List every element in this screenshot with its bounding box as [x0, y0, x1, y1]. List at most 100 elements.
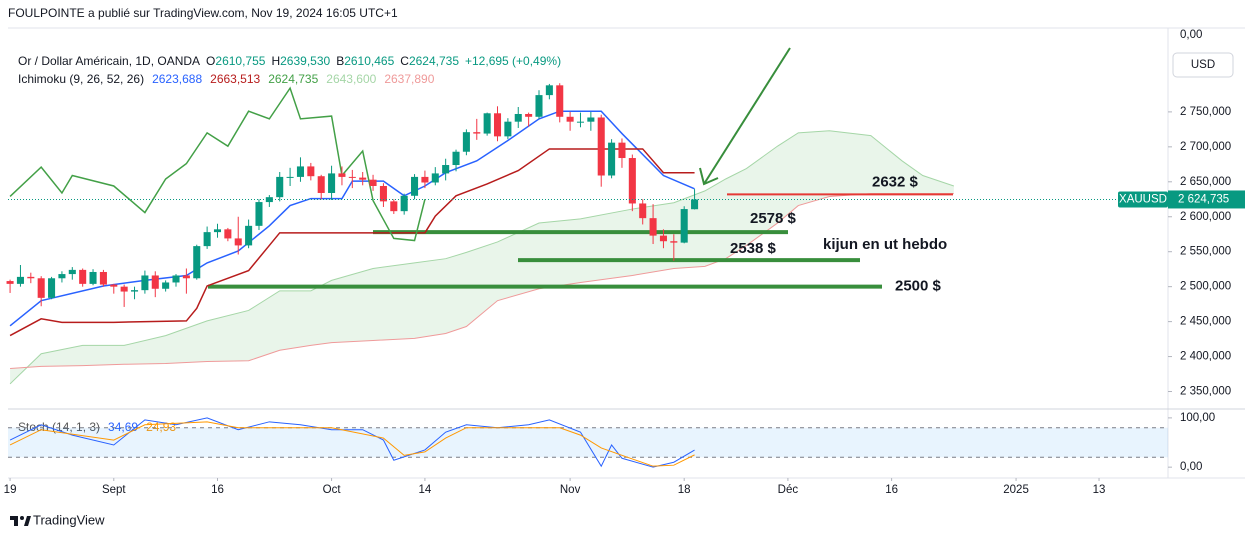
symbol-tag	[1118, 191, 1168, 208]
annotation: kijun en ut hebdo	[823, 236, 947, 253]
candle-body	[245, 225, 253, 246]
logo-part	[24, 516, 31, 526]
candle-body	[68, 269, 76, 275]
candle-body	[556, 85, 564, 117]
candle-body	[110, 284, 118, 287]
symbol-tag-label: XAUUSD	[1119, 193, 1167, 205]
y-tick-label: 2 500,000	[1180, 281, 1231, 293]
candle-body	[172, 275, 180, 283]
candle-body	[691, 199, 699, 210]
candle-body	[379, 185, 387, 202]
legend-change: +12,695 (+0,49%)	[465, 54, 561, 68]
y-tick-label: 2 750,000	[1180, 106, 1231, 118]
currency-label[interactable]: USD	[1191, 59, 1215, 71]
y-tick-label: 100,00	[1180, 412, 1215, 424]
x-tick-label: 14	[419, 484, 432, 496]
x-tick-label: Déc	[778, 484, 799, 496]
candle-body	[608, 142, 616, 176]
candle-body	[462, 132, 470, 152]
legend-key: B	[336, 54, 344, 68]
stoch-line	[9, 417, 695, 468]
level-label: 2632 $	[872, 173, 919, 190]
legend-value: 2643,600	[326, 72, 376, 86]
candle-body	[79, 269, 87, 284]
legend-value: 2624,735	[409, 54, 459, 68]
price-tag	[1168, 190, 1245, 209]
y-tick-label: 2 600,000	[1180, 211, 1231, 223]
y-tick-label: 2 450,000	[1180, 316, 1231, 328]
candle-body	[37, 278, 45, 298]
level-label: 2500 $	[895, 278, 942, 295]
x-tick-label: 13	[1093, 484, 1106, 496]
y-tick-label: 2 550,000	[1180, 246, 1231, 258]
x-tick-label: Sept	[102, 484, 126, 496]
candle-body	[369, 179, 377, 186]
x-tick-label: Nov	[560, 484, 581, 496]
x-tick-label: 19	[4, 484, 17, 496]
y-tick-label: 2 400,000	[1180, 351, 1231, 363]
x-tick-label: 18	[678, 484, 691, 496]
candle-body	[525, 113, 533, 117]
y-tick-label: 2 350,000	[1180, 386, 1231, 398]
logo-part	[20, 516, 24, 520]
cloud-fill	[10, 130, 954, 384]
logo-part	[14, 516, 18, 526]
candle-body	[390, 201, 398, 212]
candle-body	[89, 271, 97, 284]
candle-body	[359, 177, 367, 180]
legend-value: 2623,688	[152, 72, 202, 86]
drawn-arrow	[699, 47, 791, 186]
legend-key: C	[400, 54, 409, 68]
legend-value: 2637,890	[384, 72, 434, 86]
stoch-band	[8, 427, 1168, 458]
candle-body	[16, 276, 24, 284]
x-tick-label: 2025	[1003, 484, 1029, 496]
price-tag-label: 2 624,735	[1178, 193, 1229, 205]
footer-logo	[10, 516, 31, 526]
candle-body	[307, 166, 315, 177]
x-tick-label: 16	[211, 484, 224, 496]
arrow-shaft	[703, 47, 791, 185]
candle-body	[6, 281, 14, 284]
cloud-span-a	[9, 130, 954, 385]
candle-body	[587, 117, 595, 122]
candle-body	[442, 165, 450, 174]
candle-body	[234, 238, 242, 246]
candle-body	[535, 95, 543, 117]
footer-brand: TradingView	[33, 512, 105, 527]
legend-key: O	[206, 54, 215, 68]
candle-body	[193, 246, 201, 279]
candle-body	[431, 173, 439, 183]
candle-body	[162, 282, 170, 289]
candle-body	[566, 116, 574, 122]
candle-body	[120, 286, 128, 292]
candle-body	[141, 275, 149, 291]
indicator-line	[9, 148, 695, 337]
price-scale-top-label: 0,00	[1180, 29, 1202, 41]
candle-body	[576, 121, 585, 123]
candle-body	[348, 176, 356, 178]
candle-body	[493, 113, 502, 137]
candle-body	[504, 121, 512, 137]
symbol-title: Or / Dollar Américain, 1D, OANDA	[18, 54, 200, 68]
header: FOULPOINTE a publié sur TradingView.com,…	[8, 6, 398, 20]
candle-body	[421, 176, 429, 183]
candle-body	[483, 113, 491, 134]
candle-body	[203, 232, 211, 247]
candle-body	[213, 229, 222, 233]
candle-body	[411, 176, 419, 196]
candle-body	[58, 274, 66, 279]
candle-body	[639, 203, 647, 219]
level-label: 2578 $	[750, 210, 797, 227]
candle-body	[48, 278, 56, 298]
candle-body	[296, 166, 304, 177]
y-tick-label: 2 700,000	[1180, 141, 1231, 153]
candle-body	[99, 271, 107, 285]
candle-body	[545, 85, 553, 96]
currency-button[interactable]	[1172, 52, 1234, 78]
candle-body	[452, 151, 460, 166]
candle-body	[27, 276, 35, 279]
legend-value: 2639,530	[280, 54, 330, 68]
candle-body	[649, 218, 657, 236]
